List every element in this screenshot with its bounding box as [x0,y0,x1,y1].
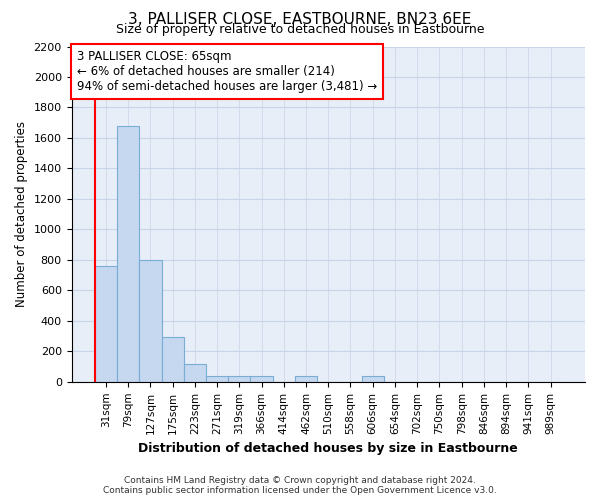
Text: Contains HM Land Registry data © Crown copyright and database right 2024.
Contai: Contains HM Land Registry data © Crown c… [103,476,497,495]
Bar [295,376,317,382]
Bar [117,126,139,382]
Bar [206,376,228,382]
Bar [250,376,272,382]
Bar [362,376,384,382]
Bar [139,260,161,382]
Text: 3 PALLISER CLOSE: 65sqm
← 6% of detached houses are smaller (214)
94% of semi-de: 3 PALLISER CLOSE: 65sqm ← 6% of detached… [77,50,377,93]
Bar [228,376,250,382]
Bar [161,337,184,382]
Y-axis label: Number of detached properties: Number of detached properties [15,121,28,307]
Bar [184,364,206,382]
Text: Size of property relative to detached houses in Eastbourne: Size of property relative to detached ho… [116,22,484,36]
X-axis label: Distribution of detached houses by size in Eastbourne: Distribution of detached houses by size … [139,442,518,455]
Text: 3, PALLISER CLOSE, EASTBOURNE, BN23 6EE: 3, PALLISER CLOSE, EASTBOURNE, BN23 6EE [128,12,472,28]
Bar [95,266,117,382]
